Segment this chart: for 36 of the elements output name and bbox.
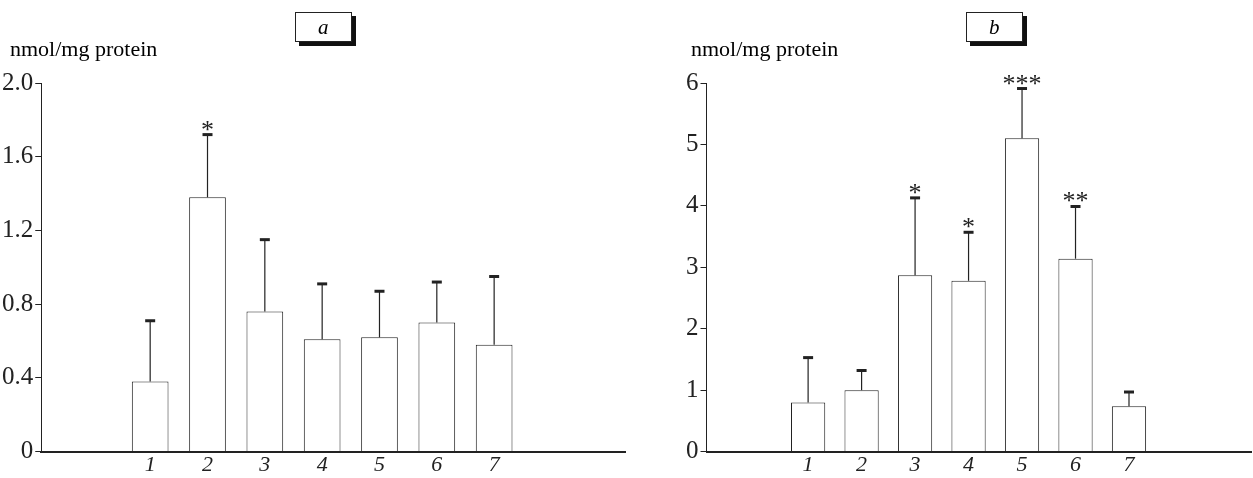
x-tick-label: 6	[1070, 450, 1082, 476]
x-tick-label: 4	[316, 450, 328, 476]
x-tick-label: 6	[431, 450, 443, 476]
x-tick-label: 4	[963, 450, 975, 476]
annotation: ***	[1002, 68, 1042, 98]
annotation: *	[962, 212, 976, 242]
chart-title: b	[966, 12, 1023, 42]
x-tick-label: 5	[373, 450, 385, 476]
x-tick-label: 5	[1016, 450, 1028, 476]
x-tick-label: 7	[488, 450, 501, 476]
y-tick-label: 0.4	[2, 362, 34, 390]
x-tick-label: 3	[908, 450, 921, 476]
y-tick-label: 1.6	[2, 141, 34, 169]
y-tick-label: 1	[686, 374, 699, 402]
x-tick-label: 1	[144, 450, 156, 476]
x-tick-label: 3	[258, 450, 271, 476]
y-tick-label: 4	[686, 190, 699, 218]
y-tick-label: 1.2	[2, 215, 34, 242]
y-tick-label: 2.0	[2, 67, 34, 95]
annotation: **	[1062, 186, 1089, 216]
y-tick-label: 6	[686, 67, 699, 95]
y-tick-label: 2	[686, 313, 699, 341]
y-tick-label: 3	[686, 251, 699, 279]
x-tick-label: 7	[1123, 450, 1136, 476]
y-axis-title: nmol/mg protein	[691, 36, 839, 62]
annotation: *	[201, 114, 214, 144]
x-tick-label: 2	[856, 450, 868, 476]
y-axis-title: nmol/mg protein	[10, 36, 158, 62]
x-tick-label: 1	[802, 450, 814, 476]
y-tick-label: 5	[686, 129, 699, 156]
annotation: *	[908, 177, 922, 207]
y-tick-label: 0	[686, 436, 699, 464]
x-tick-label: 2	[202, 450, 213, 476]
y-tick-label: 0	[20, 436, 34, 464]
chart-title: a	[295, 12, 352, 42]
y-tick-label: 0.8	[2, 288, 34, 316]
